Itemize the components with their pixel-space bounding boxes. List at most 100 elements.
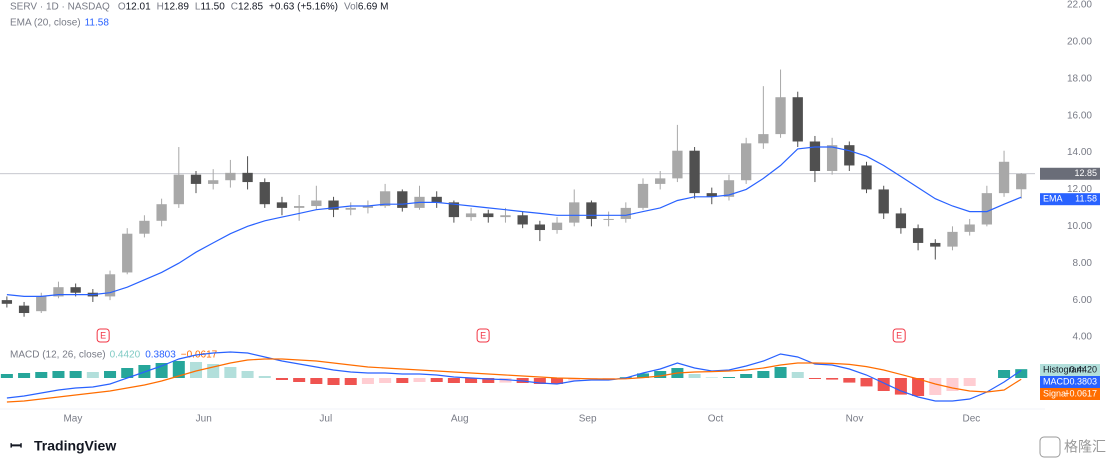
histogram-bar <box>722 377 735 378</box>
candle-body <box>483 213 494 218</box>
histogram-bar <box>327 378 340 385</box>
candle-body <box>655 178 666 184</box>
legend-value: 12.89 <box>164 2 189 13</box>
macd-tag <box>1040 376 1100 388</box>
candle-body <box>620 207 631 219</box>
earnings-label: E <box>480 330 486 340</box>
histogram-bar <box>293 378 306 382</box>
last-price-tag-value: 12.85 <box>1074 168 1097 178</box>
candle-body <box>964 224 975 232</box>
histogram-bar <box>379 378 392 383</box>
x-tick-label: Oct <box>708 414 724 425</box>
candle-body <box>156 204 167 221</box>
legend-value: 11.50 <box>200 2 225 13</box>
candle-body <box>809 141 821 171</box>
legend-value: +0.63 (+5.16%) <box>269 2 338 13</box>
legend-key: O <box>118 2 126 13</box>
histogram-bar <box>533 378 546 384</box>
legend-key: C <box>231 2 238 13</box>
candle-body <box>758 134 769 144</box>
histogram-bar <box>551 378 564 384</box>
candle-body <box>844 145 855 166</box>
candle-body <box>173 174 184 205</box>
legend-key: L <box>195 2 201 13</box>
histogram-tag-key: Histogram <box>1043 364 1084 374</box>
signal-tag <box>1040 388 1100 400</box>
candle-body <box>465 213 477 218</box>
watermark-icon <box>1039 436 1061 458</box>
candle-body <box>53 287 64 297</box>
signal-line <box>6 358 1022 403</box>
histogram-bar <box>843 378 856 383</box>
histogram-bar <box>482 378 495 383</box>
candle-body <box>947 231 958 247</box>
candle-body <box>672 150 683 179</box>
candle-body <box>18 305 30 314</box>
y-tick-label: 10.00 <box>1067 221 1092 232</box>
candle-body <box>861 165 872 190</box>
histogram-bar <box>894 378 907 395</box>
ema-tag-key: EMA <box>1043 194 1063 204</box>
ema-line <box>6 146 1022 297</box>
histogram-bar <box>413 378 426 382</box>
candle-body <box>122 233 133 273</box>
y-tick-label: 8.00 <box>1073 258 1093 269</box>
candle-body <box>242 172 253 183</box>
candle-body <box>139 220 150 234</box>
last-price-tag <box>1040 167 1100 180</box>
macd-legend: MACD (12, 26, close) <box>10 350 106 361</box>
earnings-label: E <box>896 330 902 340</box>
histogram-bar <box>0 374 13 378</box>
candle-body <box>792 97 803 142</box>
histogram-bar <box>69 371 82 378</box>
x-tick-label: Jul <box>319 414 332 425</box>
histogram-bar <box>705 377 718 378</box>
watermark: 格隆汇 <box>1064 439 1106 455</box>
histogram-bar <box>757 371 770 378</box>
y-tick-label: 22.00 <box>1067 0 1092 11</box>
signal-tag-key: Signal <box>1043 388 1068 398</box>
candle-body <box>293 206 305 208</box>
histogram-bar <box>688 374 701 378</box>
x-tick-label: Dec <box>962 414 980 425</box>
candle-body <box>397 191 408 208</box>
candle-body <box>586 202 597 219</box>
ema-legend-value: 11.58 <box>85 18 110 29</box>
histogram-bar <box>275 378 288 380</box>
histogram-bar <box>740 374 753 378</box>
candle-body <box>826 145 838 171</box>
candle-body <box>551 222 563 231</box>
histogram-bar <box>912 378 925 396</box>
histogram-bar <box>791 372 804 378</box>
y-tick-label: 14.00 <box>1067 147 1092 158</box>
candle-body <box>448 202 460 218</box>
candle-body <box>895 213 907 229</box>
earnings-label: E <box>100 330 106 340</box>
legend-value: 12.85 <box>238 2 263 13</box>
earnings-marker <box>892 328 906 343</box>
histogram-bar <box>860 378 873 387</box>
earnings-marker <box>476 328 490 343</box>
histogram-bar <box>361 378 374 384</box>
histogram-bar <box>224 367 237 378</box>
macd-tag-value: 0.3803 <box>1069 376 1097 386</box>
histogram-bar <box>568 378 581 381</box>
macd-legend-value: 0.4420 <box>110 350 141 361</box>
histogram-bar <box>104 371 117 378</box>
symbol-legend: SERV · 1D · NASDAQ <box>10 2 110 13</box>
histogram-bar <box>430 378 443 382</box>
histogram-bar <box>35 372 48 378</box>
histogram-bar <box>18 373 31 378</box>
y-tick-label: 18.00 <box>1067 73 1092 84</box>
histogram-bar <box>86 372 99 378</box>
histogram-bar <box>499 378 512 383</box>
histogram-bar <box>121 368 134 378</box>
histogram-tag <box>1040 364 1100 376</box>
histogram-bar <box>929 378 942 395</box>
brand: TradingView <box>34 438 116 454</box>
histogram-tag-value: 0.4420 <box>1069 364 1097 374</box>
candle-body <box>362 206 374 208</box>
y-tick-label: 20.00 <box>1067 37 1092 48</box>
candle-body <box>259 182 270 205</box>
histogram-bar <box>258 376 271 378</box>
